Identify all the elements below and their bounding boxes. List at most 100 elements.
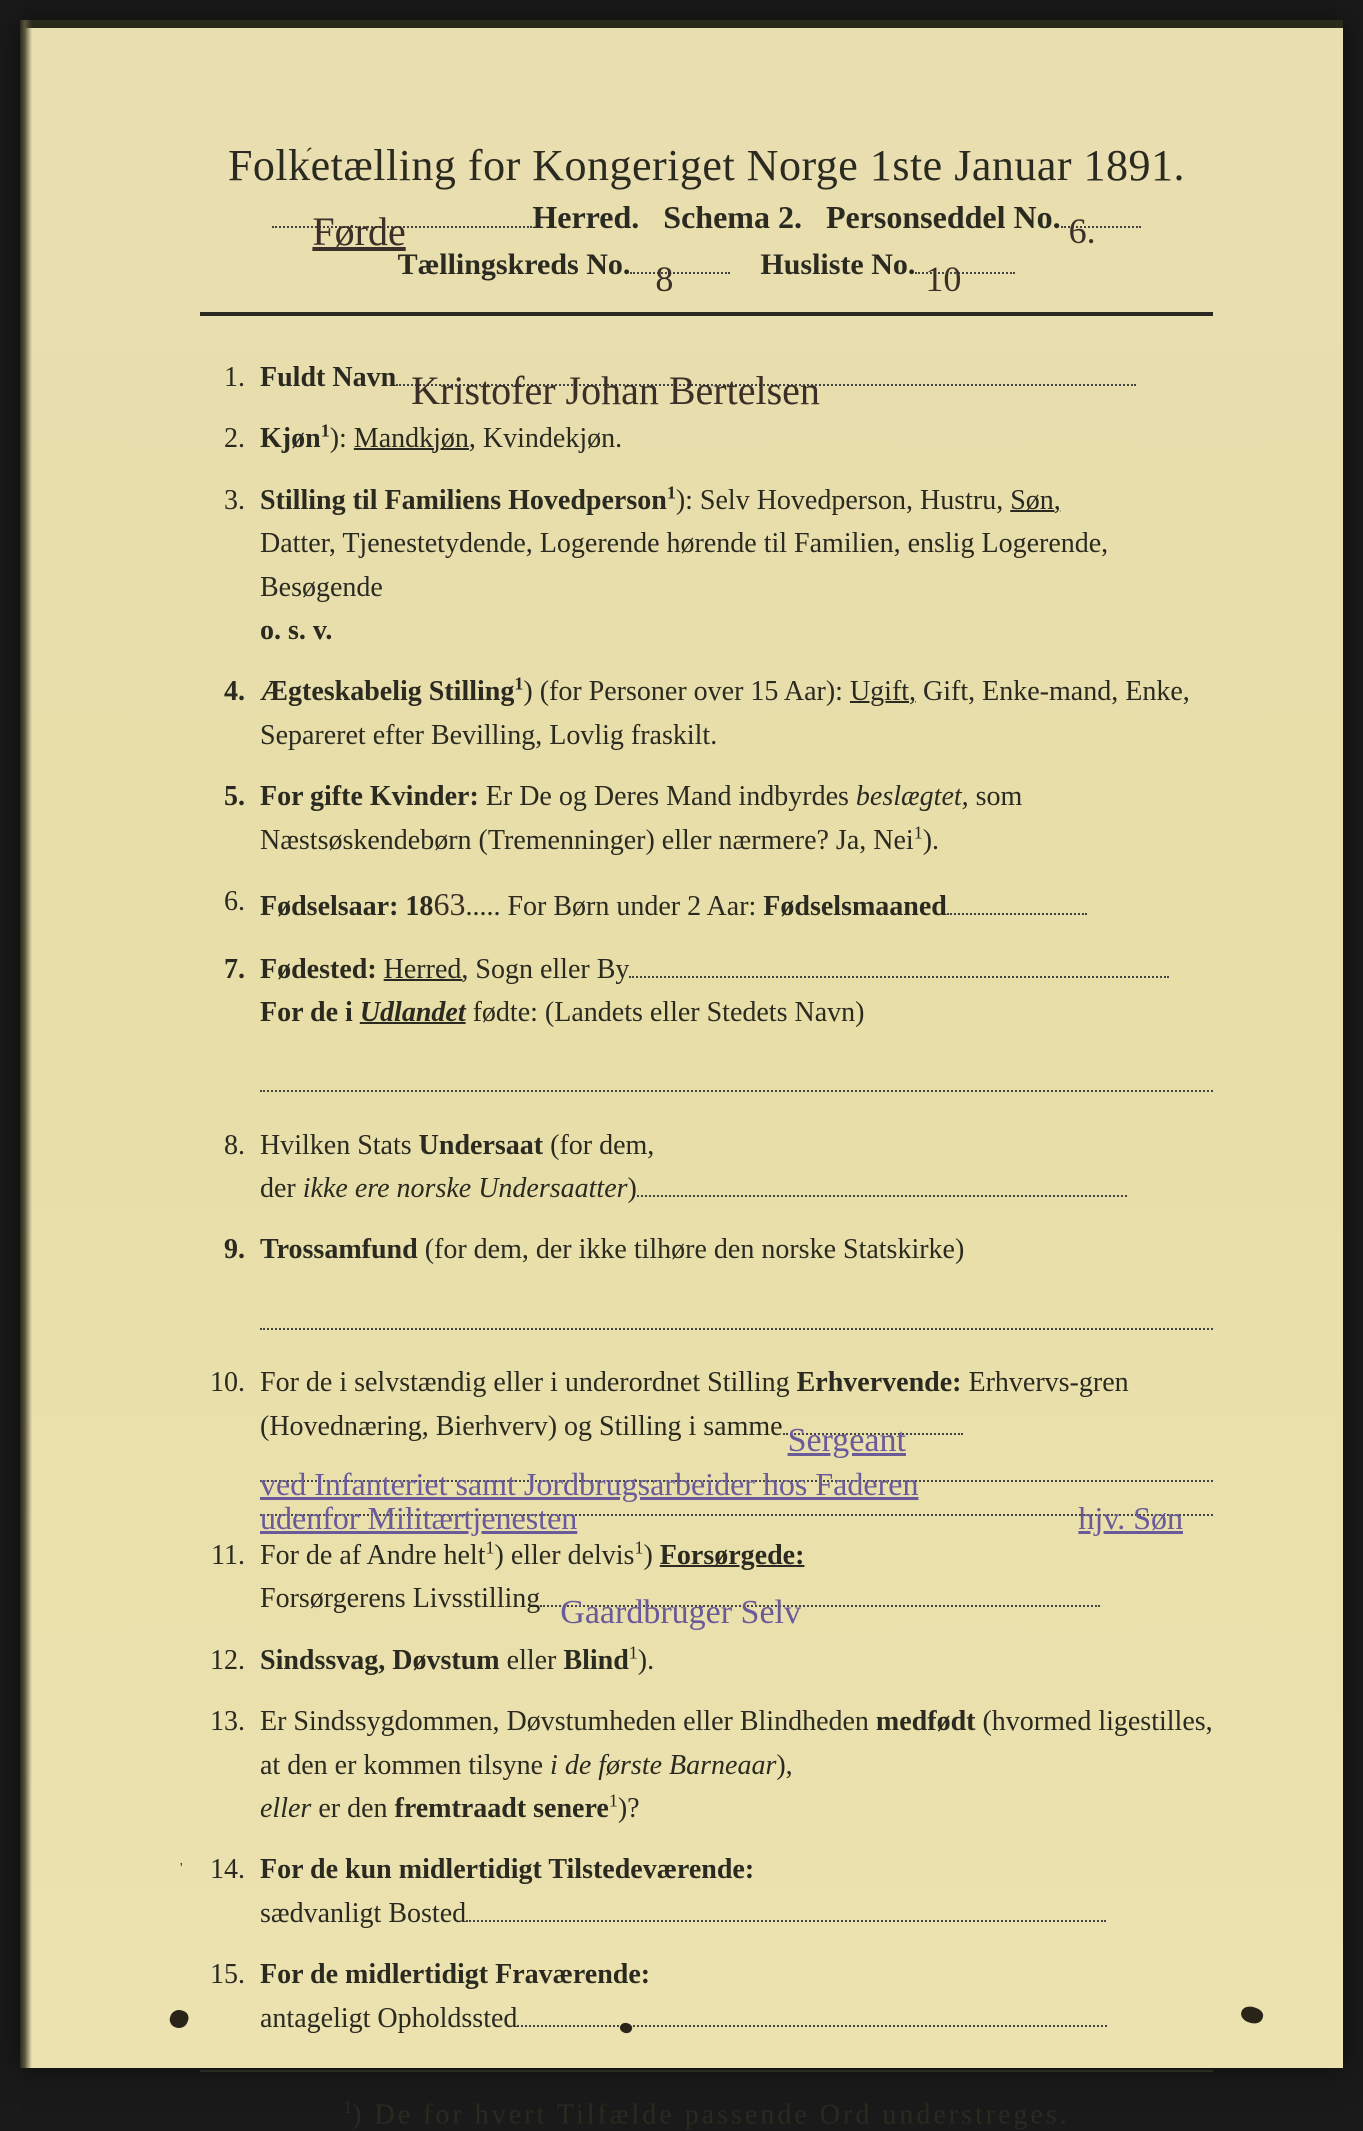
q6-blank [947,887,1087,915]
item-5-num: 5. [200,775,260,862]
q8-blank [637,1169,1127,1197]
footnote-sup: 1 [343,2097,352,2117]
item-15: 15. For de midlertidigt Fraværende: anta… [200,1953,1213,2040]
q5-text: Er De og Deres Mand indbyrdes [479,781,856,812]
q3-closep: ): [676,485,693,516]
q5-sup: 1 [914,822,923,842]
q13-bold2: fremtraadt senere [395,1793,609,1824]
q13-text3: ), [776,1750,792,1781]
q3-sup: 1 [667,482,676,502]
q2-label: Kjøn [260,423,321,454]
herred-handwritten: Førde [312,208,405,255]
item-3-num: 3. [200,479,260,653]
q9-text: (for dem, der ikke tilhøre den norske St… [418,1234,965,1265]
item-8-body: Hvilken Stats Undersaat (for dem, der ik… [260,1124,1213,1211]
header-rule [200,312,1213,316]
q3-osv: o. s. v. [260,609,1213,652]
q12-sup: 1 [629,1642,638,1662]
q6-label: Fødselsaar: 18 [260,891,433,922]
item-5: 5. For gifte Kvinder: Er De og Deres Man… [200,775,1213,862]
q10-blank2: ved Infanteriet samt Jordbrugsarbeider h… [260,1480,1213,1482]
q2-sup: 1 [321,421,330,441]
item-1-body: Fuldt Navn Kristofer Johan Bertelsen [260,356,1213,399]
item-13: 13. Er Sindssygdommen, Døvstumheden elle… [200,1700,1213,1830]
item-10-body: For de i selvstændig eller i underordnet… [260,1361,1213,1516]
q13-close: )? [618,1793,640,1824]
q14-text: For de kun [260,1854,399,1885]
q14-bold: midlertidigt Tilstedeværende: [399,1854,754,1885]
ink-blot-1 [167,2007,190,2030]
q9-bold: Trossamfund [260,1234,418,1265]
item-15-body: For de midlertidigt Fraværende: antageli… [260,1953,1213,2040]
schema-label: Schema 2. [663,199,802,235]
form-title: Folketælling for Kongeriget Norge 1ste J… [200,140,1213,191]
accent-mark: ´ [305,145,313,172]
q11-text2: ) eller delvis [495,1540,635,1571]
q10-blank3: udenfor Militærtjenesten hjv. Søn [260,1514,1213,1516]
q4-paren: ) (for Personer over 15 Aar): [523,676,850,707]
q7-herred: Herred, [384,954,469,985]
q12-text: eller [500,1645,564,1676]
q14-blank [466,1894,1106,1922]
item-4-num: 4. [200,670,260,757]
item-4: 4. Ægteskabelig Stilling1) (for Personer… [200,670,1213,757]
husliste-no-handwritten: 10 [925,258,961,300]
q10-blank1: Sergeant [783,1433,963,1435]
item-14-body: For de kun midlertidigt Tilstedeværende:… [260,1848,1213,1935]
q3-options1: Selv Hovedperson, Hustru, [693,485,1010,516]
q15-blank [517,1999,1107,2027]
item-9-body: Trossamfund (for dem, der ikke tilhøre d… [260,1228,1213,1343]
personseddel-blank: 6. [1061,226,1141,228]
q13-text1: Er Sindssygdommen, Døvstumheden eller Bl… [260,1706,876,1737]
item-7-num: 7. [200,948,260,1106]
q11-line2: Forsørgerens Livsstilling [260,1583,540,1614]
taellingskreds-no-handwritten: 8 [655,258,673,300]
q7-line2b: fødte: (Landets eller Stedets Navn) [466,997,865,1028]
husliste-label: Husliste No. [760,248,915,281]
item-11: 11. For de af Andre helt1) eller delvis1… [200,1534,1213,1621]
item-11-body: For de af Andre helt1) eller delvis1) Fo… [260,1534,1213,1621]
item-2: 2. Kjøn1): Mandkjøn, Kvindekjøn. [200,417,1213,460]
item-7-body: Fødested: Herred, Sogn eller By For de i… [260,948,1213,1106]
item-9: 9. Trossamfund (for dem, der ikke tilhør… [200,1228,1213,1343]
q11-text1: For de af Andre helt [260,1540,486,1571]
q13-line3: eller er den fremtraadt senere1)? [260,1787,1213,1830]
q6-label2: Fødselsmaaned [763,891,947,922]
item-3: 3. Stilling til Familiens Hovedperson1):… [200,479,1213,653]
q10-script3: udenfor Militærtjenesten [260,1494,577,1544]
q11-bold: Forsørgede: [660,1540,805,1571]
q11-text3: ) [643,1540,659,1571]
q15-line2-wrap: antageligt Opholdssted [260,1997,1213,2040]
q3-son: Søn, [1010,485,1061,516]
q9-blank [260,1302,1213,1330]
q11-script: Gaardbruger Selv [560,1587,801,1640]
q8-italic: ikke ere norske Undersaatter [303,1173,628,1204]
husliste-blank: 10 [915,272,1015,274]
q8-text2: (for dem, [543,1130,654,1161]
q8-close: ) [628,1173,637,1204]
q7-rest: Sogn eller By [468,954,629,985]
q6-rest: ..... For Børn under 2 Aar: [465,891,763,922]
item-12: 12. Sindssvag, Døvstum eller Blind1). [200,1639,1213,1682]
q13-bold1: medfødt [876,1706,976,1737]
q10-text1: For de i selvstændig eller i underordnet… [260,1367,797,1398]
q7-label: Fødested: [260,954,377,985]
q2-rest: ): [330,423,347,454]
q5-italic: beslægtet, [856,781,969,812]
q13-line3a: eller [260,1793,311,1824]
q2-kvindekjon: , Kvindekjøn. [469,423,622,454]
tick-mark: ' [180,1858,183,1880]
census-form-page: ´ Folketælling for Kongeriget Norge 1ste… [20,20,1343,2068]
q15-line2: antageligt Opholdssted [260,2003,517,2034]
q7-line2: For de i Udlandet fødte: (Landets eller … [260,991,1213,1034]
q7-blank1 [629,950,1169,978]
q11-line2-wrap: Forsørgerens Livsstilling Gaardbruger Se… [260,1577,1213,1620]
item-6-num: 6. [200,880,260,930]
q6-year-handwritten: 63 [433,886,465,922]
q4-ugift: Ugift, [850,676,916,707]
q8-bold: Undersaat [419,1130,543,1161]
q1-name-handwritten: Kristofer Johan Bertelsen [411,360,820,422]
q12-bold2: Blind [563,1645,628,1676]
footnote: 1) De for hvert Tilfælde passende Ord un… [200,2097,1213,2131]
q5-close: ). [923,825,939,856]
